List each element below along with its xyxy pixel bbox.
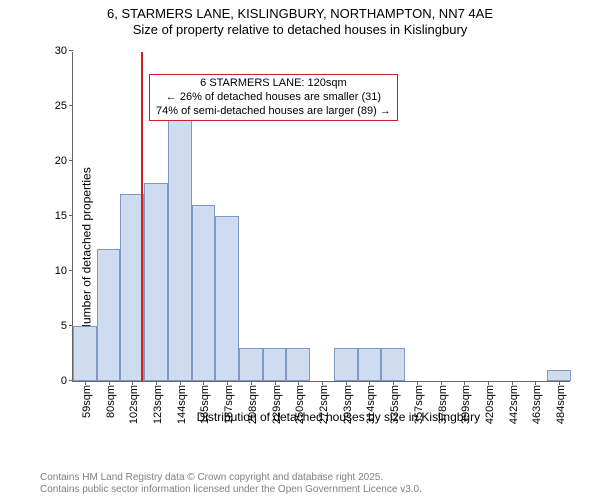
y-tick-mark <box>69 325 73 326</box>
x-tick-mark <box>109 381 110 385</box>
title-line1: 6, STARMERS LANE, KISLINGBURY, NORTHAMPT… <box>0 6 600 22</box>
y-tick-label: 10 <box>55 265 67 277</box>
title-line2: Size of property relative to detached ho… <box>0 22 600 38</box>
histogram-bar <box>168 117 192 381</box>
histogram-bar <box>286 348 310 381</box>
annotation-line: 6 STARMERS LANE: 120sqm <box>156 77 391 91</box>
x-tick-mark <box>180 381 181 385</box>
chart-area: 0 5 10 15 20 25 30 59sqm 80sqm 102sqm 123sqm 144sqm… <box>40 46 580 426</box>
x-tick-mark <box>227 381 228 385</box>
y-tick-label: 25 <box>55 100 67 112</box>
x-tick-mark <box>417 381 418 385</box>
chart-container: 6, STARMERS LANE, KISLINGBURY, NORTHAMPT… <box>0 0 600 500</box>
histogram-bar <box>97 249 121 381</box>
reference-line <box>141 52 143 381</box>
histogram-bar <box>73 326 97 381</box>
footer-line1: Contains HM Land Registry data © Crown c… <box>40 472 422 484</box>
x-tick-mark <box>346 381 347 385</box>
x-tick-mark <box>322 381 323 385</box>
plot-region: 05101520253059sqm80sqm102sqm123sqm144sqm… <box>72 52 570 382</box>
title-block: 6, STARMERS LANE, KISLINGBURY, NORTHAMPT… <box>0 0 600 39</box>
annotation-line: 74% of semi-detached houses are larger (… <box>156 105 391 119</box>
x-tick-mark <box>535 381 536 385</box>
y-tick-label: 5 <box>61 320 67 332</box>
x-tick-mark <box>298 381 299 385</box>
x-tick-mark <box>275 381 276 385</box>
y-tick-label: 15 <box>55 210 67 222</box>
histogram-bar <box>547 370 571 381</box>
footer-attribution: Contains HM Land Registry data © Crown c… <box>40 472 422 496</box>
x-tick-mark <box>203 381 204 385</box>
annotation-box: 6 STARMERS LANE: 120sqm← 26% of detached… <box>149 74 398 121</box>
y-tick-mark <box>69 50 73 51</box>
x-tick-mark <box>85 381 86 385</box>
x-tick-label: 59sqm <box>81 385 93 418</box>
x-tick-mark <box>512 381 513 385</box>
x-tick-mark <box>251 381 252 385</box>
x-tick-label: 442sqm <box>508 385 520 424</box>
x-tick-mark <box>156 381 157 385</box>
y-tick-mark <box>69 105 73 106</box>
x-tick-mark <box>393 381 394 385</box>
x-tick-mark <box>488 381 489 385</box>
x-tick-label: 484sqm <box>555 385 567 424</box>
x-tick-mark <box>559 381 560 385</box>
x-tick-mark <box>464 381 465 385</box>
x-tick-label: 463sqm <box>531 385 543 424</box>
histogram-bar <box>381 348 405 381</box>
histogram-bar <box>215 216 239 381</box>
x-tick-mark <box>132 381 133 385</box>
x-tick-mark <box>441 381 442 385</box>
y-tick-mark <box>69 160 73 161</box>
footer-line2: Contains public sector information licen… <box>40 484 422 496</box>
x-tick-label: 123sqm <box>152 385 164 424</box>
x-tick-label: 80sqm <box>105 385 117 418</box>
y-tick-label: 0 <box>61 375 67 387</box>
histogram-bar <box>192 205 216 381</box>
histogram-bar <box>358 348 382 381</box>
histogram-bar <box>239 348 263 381</box>
y-tick-label: 30 <box>55 45 67 57</box>
x-tick-mark <box>369 381 370 385</box>
annotation-line: ← 26% of detached houses are smaller (31… <box>156 91 391 105</box>
histogram-bar <box>263 348 287 381</box>
y-tick-mark <box>69 270 73 271</box>
y-tick-mark <box>69 215 73 216</box>
x-tick-label: 144sqm <box>176 385 188 424</box>
x-tick-label: 420sqm <box>484 385 496 424</box>
y-tick-label: 20 <box>55 155 67 167</box>
histogram-bar <box>334 348 358 381</box>
histogram-bar <box>144 183 168 381</box>
y-tick-mark <box>69 380 73 381</box>
x-axis-label: Distribution of detached houses by size … <box>197 410 481 424</box>
x-tick-label: 102sqm <box>128 385 140 424</box>
